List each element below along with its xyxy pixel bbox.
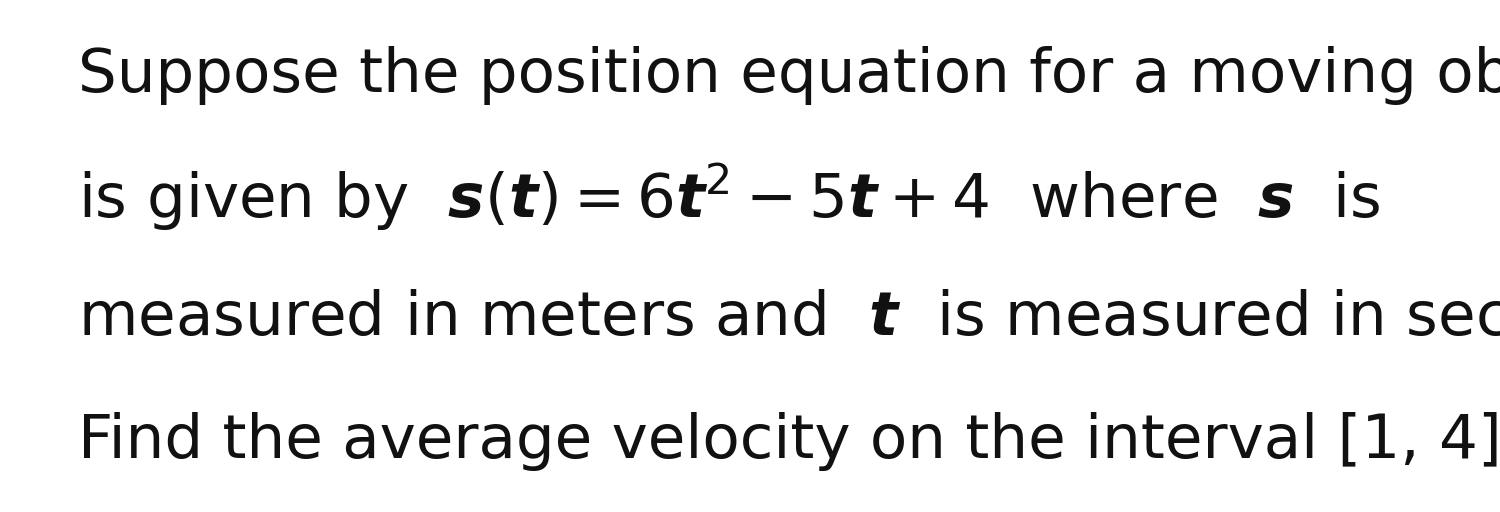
Text: measured in meters and  $\boldsymbol{t}$  is measured in seconds.: measured in meters and $\boldsymbol{t}$ …: [78, 289, 1500, 348]
Text: Suppose the position equation for a moving object: Suppose the position equation for a movi…: [78, 46, 1500, 105]
Text: is given by  $\boldsymbol{s}(\boldsymbol{t}) = 6\boldsymbol{t}^2 - 5\boldsymbol{: is given by $\boldsymbol{s}(\boldsymbol{…: [78, 161, 1380, 232]
Text: Find the average velocity on the interval [1, 4].: Find the average velocity on the interva…: [78, 412, 1500, 471]
